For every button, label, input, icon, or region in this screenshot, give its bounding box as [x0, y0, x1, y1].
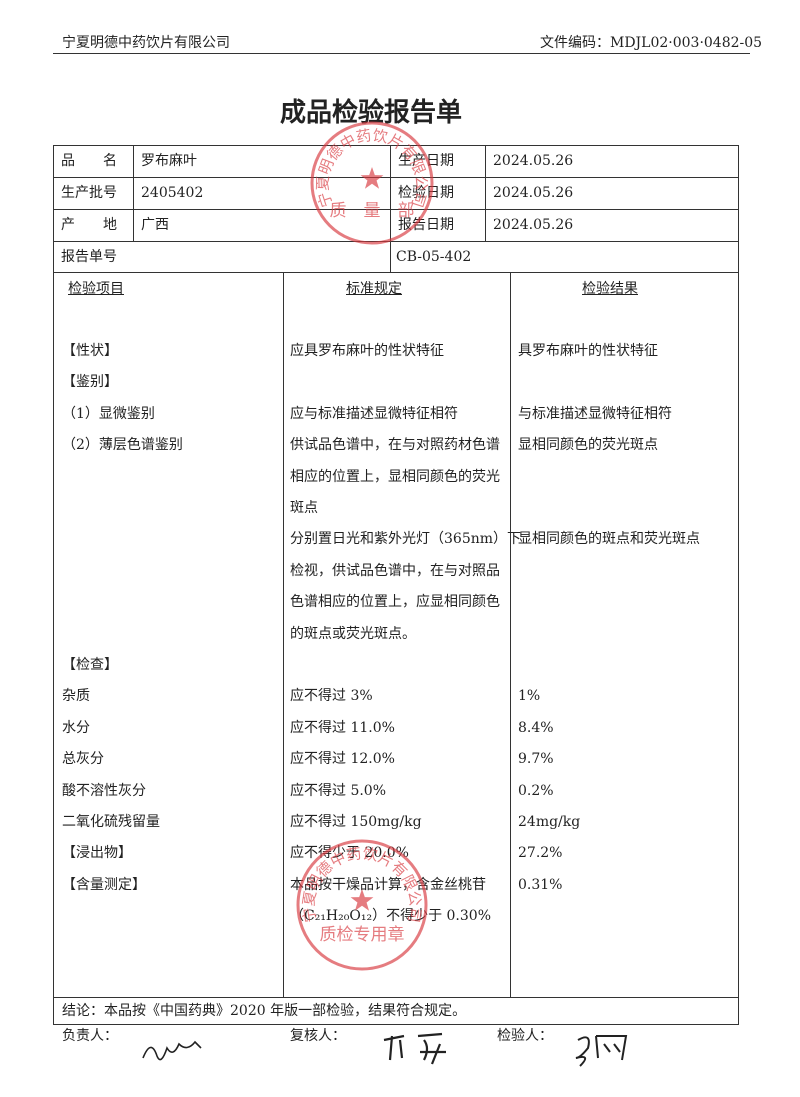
test-result: 与标准描述显微特征相符 — [518, 405, 672, 422]
info-label: 检验日期 — [398, 185, 454, 201]
company-name: 宁夏明德中药饮片有限公司 — [62, 35, 230, 51]
test-standard: 供试品色谱中，在与对照药材色谱 — [290, 437, 500, 454]
info-value: 2024.05.26 — [493, 153, 574, 169]
table-line — [283, 272, 284, 997]
test-standard: 应不得过 5.0% — [290, 782, 387, 799]
test-result: 0.2% — [518, 782, 554, 799]
info-label: 品 名 — [61, 153, 117, 169]
test-result: 显相同颜色的斑点和荧光斑点 — [518, 531, 700, 548]
info-value: 2024.05.26 — [493, 217, 574, 233]
test-result: 显相同颜色的荧光斑点 — [518, 437, 658, 454]
signature-3 — [575, 1035, 628, 1067]
test-standard: 应具罗布麻叶的性状特征 — [290, 343, 444, 359]
test-standard: 应不得过 12.0% — [290, 751, 395, 768]
column-header: 标准规定 — [346, 281, 402, 297]
test-standard: 检视，供试品色谱中，在与对照品 — [290, 562, 500, 579]
test-result: 具罗布麻叶的性状特征 — [518, 343, 658, 359]
test-standard: 应不得过 11.0% — [290, 719, 395, 736]
table-line — [510, 272, 511, 997]
table-line — [53, 241, 738, 242]
test-standard: 本品按干燥品计算，含金丝桃苷 — [290, 876, 486, 893]
info-value: 罗布麻叶 — [141, 153, 197, 169]
info-value: 2405402 — [141, 185, 204, 201]
info-value: 2024.05.26 — [493, 185, 574, 201]
test-standard: （C₂₁H₂₀O₁₂）不得少于 0.30% — [290, 908, 491, 925]
test-result: 1% — [518, 688, 541, 705]
test-result: 24mg/kg — [518, 814, 581, 830]
test-standard: 的斑点或荧光斑点。 — [290, 625, 416, 642]
signature-2 — [383, 1032, 446, 1065]
info-label: 生产批号 — [61, 185, 117, 201]
test-item: 水分 — [62, 719, 90, 736]
table-line — [53, 272, 738, 273]
test-item: 总灰分 — [62, 751, 104, 768]
signature-label: 检验人： — [497, 1028, 553, 1044]
test-result: 0.31% — [518, 876, 563, 893]
test-item: 酸不溶性灰分 — [62, 782, 146, 799]
column-header: 检验结果 — [582, 281, 638, 297]
stamp-label: 质检专用章 — [320, 925, 405, 945]
test-item: 【含量测定】 — [62, 876, 146, 893]
test-item: 【浸出物】 — [62, 845, 132, 862]
file-code: 文件编码：MDJL02·003·0482-05 — [540, 35, 763, 51]
report-no-label: 报告单号 — [61, 249, 117, 265]
stamp-ring — [310, 121, 434, 245]
table-line — [53, 145, 738, 146]
table-line — [133, 145, 134, 241]
info-label: 产 地 — [61, 217, 117, 233]
table-line — [53, 209, 738, 210]
test-item: （2）薄层色谱鉴别 — [62, 437, 183, 454]
info-value: 广西 — [141, 217, 169, 233]
test-item: 【性状】 — [62, 343, 118, 359]
test-item: 二氧化硫残留量 — [62, 814, 160, 830]
table-line — [738, 145, 739, 1025]
conclusion: 结论：本品按《中国药典》2020 年版一部检验，结果符合规定。 — [62, 1003, 467, 1019]
table-line — [53, 145, 54, 1025]
test-result: 8.4% — [518, 719, 554, 736]
test-standard: 分别置日光和紫外光灯（365nm）下 — [290, 531, 522, 548]
info-label: 生产日期 — [398, 153, 454, 169]
test-standard: 相应的位置上，显相同颜色的荧光 — [290, 468, 500, 485]
table-line — [485, 145, 486, 241]
test-standard: 应不得过 150mg/kg — [290, 814, 422, 830]
table-line — [390, 145, 391, 273]
test-item: 【鉴别】 — [62, 374, 118, 391]
table-line — [53, 1024, 738, 1025]
test-item: 【检查】 — [62, 657, 118, 673]
test-result: 9.7% — [518, 751, 554, 768]
test-result: 27.2% — [518, 845, 563, 862]
test-item: （1）显微鉴别 — [62, 405, 155, 422]
test-standard: 斑点 — [290, 500, 318, 516]
table-line — [53, 53, 750, 54]
signature-label: 负责人： — [62, 1028, 118, 1044]
test-standard: 色谱相应的位置上，应显相同颜色 — [290, 594, 500, 611]
table-line — [53, 177, 738, 178]
column-header: 检验项目 — [68, 281, 124, 297]
stamp-label: 质 量 部 — [330, 201, 415, 221]
stamp-ring — [296, 839, 428, 971]
test-item: 杂质 — [62, 688, 90, 705]
test-standard: 应与标准描述显微特征相符 — [290, 405, 458, 422]
signature-1 — [142, 1040, 202, 1061]
report-no-value: CB-05-402 — [396, 249, 472, 265]
test-standard: 应不得过 3% — [290, 688, 373, 705]
signature-label: 复核人： — [290, 1028, 346, 1044]
table-line — [53, 997, 738, 998]
stamp-star — [350, 889, 374, 911]
stamp-star — [360, 167, 384, 189]
